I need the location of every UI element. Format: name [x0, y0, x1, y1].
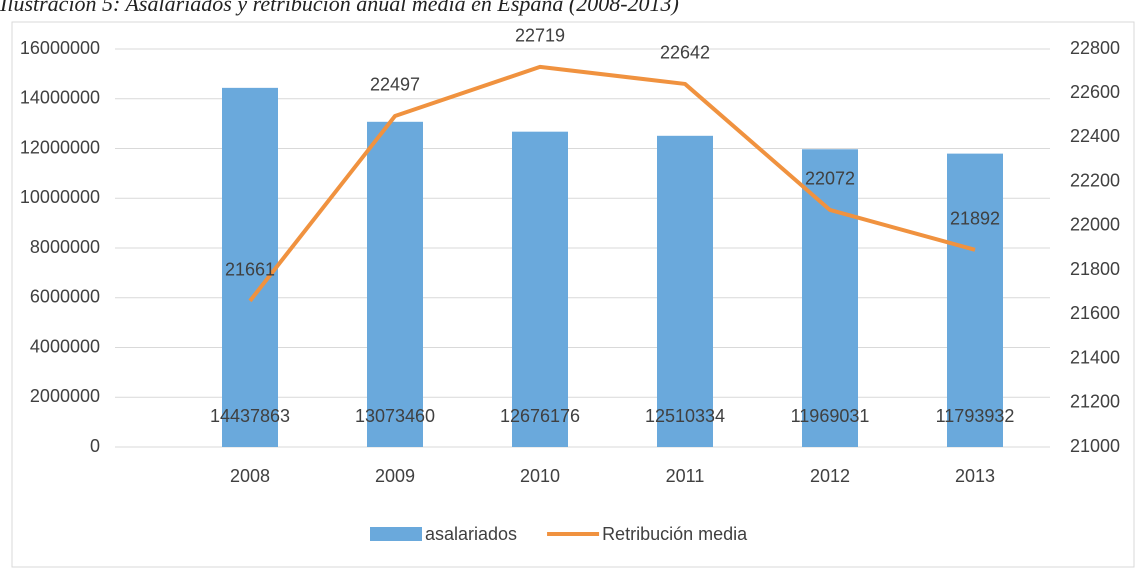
- bar: [367, 121, 423, 448]
- data-label: 21892: [950, 209, 1000, 229]
- y-tick-label: 6000000: [30, 287, 100, 307]
- data-label: 22719: [515, 26, 565, 46]
- line: [248, 64, 976, 303]
- y2-tick-label: 22200: [1070, 170, 1120, 190]
- data-label: 22072: [805, 169, 855, 189]
- data-label: 21661: [225, 260, 275, 280]
- bar: [512, 131, 568, 447]
- legend-label: Retribución media: [602, 524, 748, 544]
- data-label: 12676176: [500, 406, 580, 426]
- legend-swatch: [370, 527, 422, 541]
- y-tick-label: 14000000: [20, 88, 100, 108]
- bar: [657, 135, 713, 448]
- y2-tick-label: 22600: [1070, 82, 1120, 102]
- x-tick-label: 2008: [230, 466, 270, 486]
- data-label: 22497: [370, 75, 420, 95]
- data-label: 11793932: [936, 406, 1015, 426]
- y2-tick-label: 21400: [1070, 347, 1120, 367]
- x-tick-label: 2013: [955, 466, 995, 486]
- data-label: 13073460: [355, 406, 435, 426]
- y-tick-label: 0: [90, 436, 100, 456]
- y-tick-label: 12000000: [20, 137, 100, 157]
- y2-tick-label: 22400: [1070, 126, 1120, 146]
- y-tick-label: 4000000: [30, 336, 100, 356]
- data-label: 14437863: [210, 406, 290, 426]
- data-label: 12510334: [645, 406, 725, 426]
- y2-tick-label: 21200: [1070, 392, 1120, 412]
- x-tick-label: 2011: [666, 466, 705, 486]
- x-tick-label: 2010: [520, 466, 560, 486]
- y2-tick-label: 21800: [1070, 259, 1120, 279]
- y-tick-label: 2000000: [30, 386, 100, 406]
- y2-tick-label: 22800: [1070, 38, 1120, 58]
- y2-tick-label: 21600: [1070, 303, 1120, 323]
- data-label: 22642: [660, 43, 710, 63]
- data-label: 11969031: [791, 406, 870, 426]
- y-tick-label: 8000000: [30, 237, 100, 257]
- y2-tick-label: 21000: [1070, 436, 1120, 456]
- bar: [802, 149, 858, 447]
- y-tick-label: 16000000: [20, 38, 100, 58]
- y-tick-label: 10000000: [20, 187, 100, 207]
- chart-title: Ilustración 5: Asalariados y retribución…: [0, 0, 679, 16]
- legend-label: asalariados: [425, 524, 517, 544]
- x-tick-label: 2012: [810, 466, 850, 486]
- x-tick-label: 2009: [375, 466, 415, 486]
- bar: [947, 153, 1003, 447]
- bar: [222, 87, 278, 447]
- y2-tick-label: 22000: [1070, 215, 1120, 235]
